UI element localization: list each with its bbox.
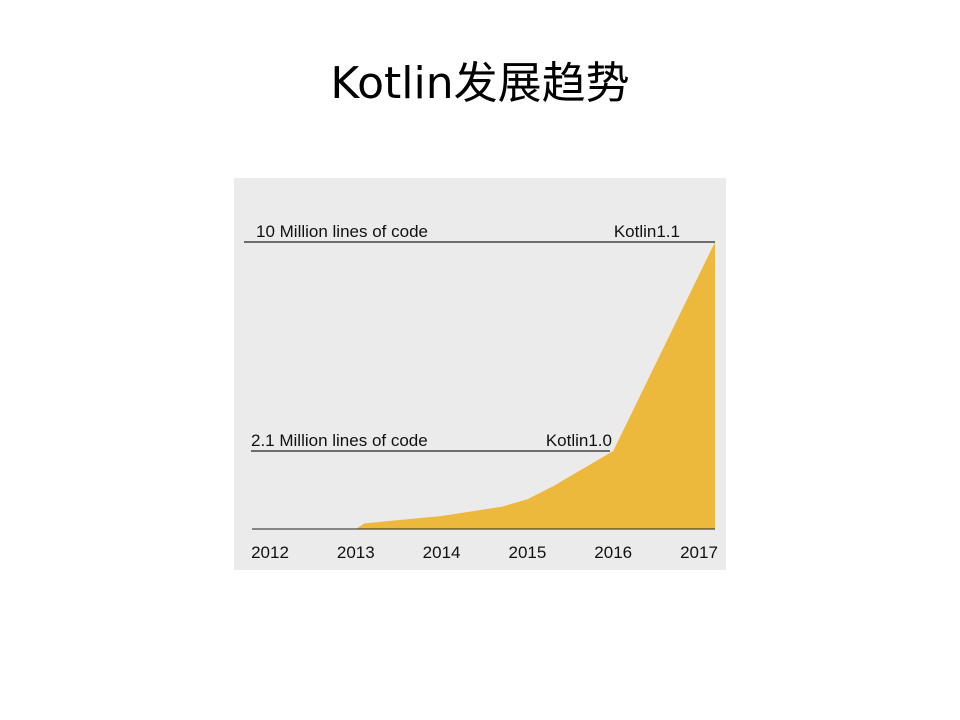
x-tick-label: 2013	[337, 543, 375, 562]
version-annotation: Kotlin1.0	[546, 431, 612, 450]
area-chart: 10 Million lines of code Kotlin1.1 2.1 Mil…	[234, 178, 726, 570]
growth-area	[270, 242, 715, 529]
x-tick-label: 2012	[251, 543, 289, 562]
slide-title: Kotlin发展趋势	[330, 58, 630, 109]
reference-line-label: 2.1 Million lines of code	[251, 431, 428, 450]
x-tick-label: 2016	[594, 543, 632, 562]
x-tick-label: 2014	[423, 543, 461, 562]
x-tick-label: 2017	[680, 543, 718, 562]
reference-line-label: 10 Million lines of code	[256, 222, 428, 241]
chart-panel: 10 Million lines of code Kotlin1.1 2.1 Mil…	[234, 178, 726, 570]
version-annotation: Kotlin1.1	[614, 222, 680, 241]
x-tick-label: 2015	[508, 543, 546, 562]
